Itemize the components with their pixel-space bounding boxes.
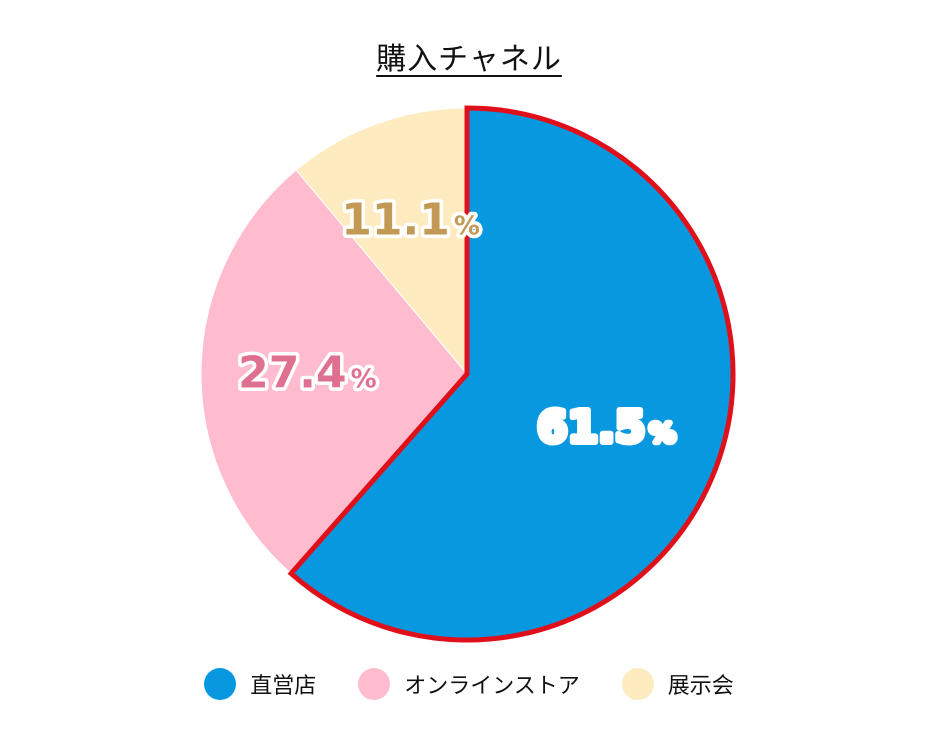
slice-label-value-direct-store: 61.5 (537, 402, 646, 453)
legend-item-online-store: オンラインストア (358, 668, 580, 700)
slice-label-unit-exhibition: % (454, 211, 480, 241)
chart-title: 購入チャネル (376, 42, 562, 77)
legend-label-online-store: オンラインストア (404, 674, 580, 699)
slice-label-value-exhibition: 11.1 (341, 194, 450, 245)
legend-item-direct-store: 直営店 (204, 668, 316, 700)
pie-slice-exhibition (295, 107, 468, 376)
slice-label-unit-online-store: % (351, 364, 377, 394)
slice-label-direct-store: 61.5% (537, 402, 676, 453)
slice-label-exhibition: 11.1% (341, 194, 480, 245)
legend: 直営店 オンラインストア 展示会 (0, 668, 938, 700)
legend-label-direct-store: 直営店 (250, 674, 317, 699)
legend-swatch-direct-store (204, 668, 237, 700)
slice-label-unit-direct-store: % (650, 419, 676, 449)
legend-swatch-exhibition (621, 668, 654, 700)
pie-slice-online-store (200, 169, 468, 575)
legend-item-exhibition: 展示会 (621, 668, 734, 700)
pie-slice-highlight-outline (287, 105, 736, 643)
legend-swatch-online-store (358, 668, 391, 700)
legend-label-exhibition: 展示会 (667, 674, 734, 699)
slice-label-value-online-store: 27.4 (238, 347, 347, 398)
slice-label-online-store: 27.4% (238, 347, 377, 398)
